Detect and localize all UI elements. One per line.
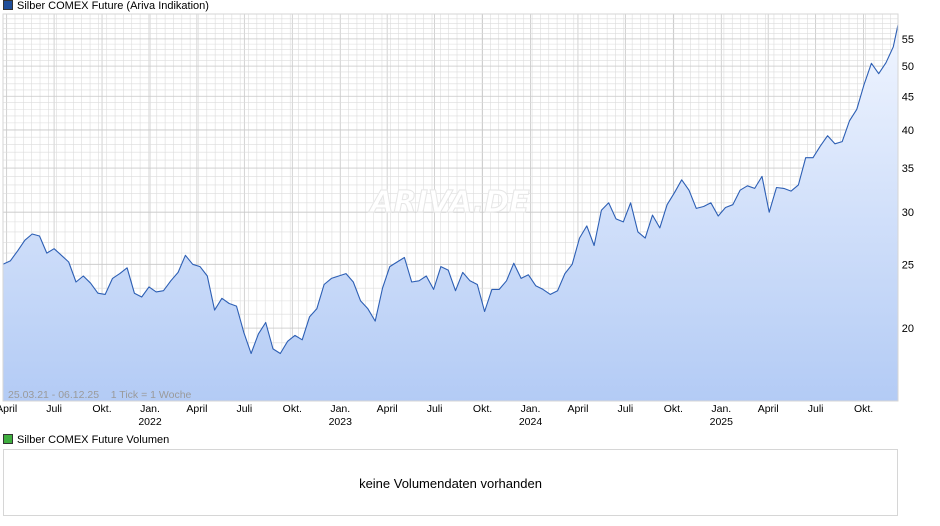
x-tick-label: Jan. — [521, 403, 541, 415]
x-tick-label: Jan. — [140, 403, 160, 415]
volume-series-legend: Silber COMEX Future Volumen — [3, 434, 169, 447]
x-tick-label: Okt. — [473, 403, 492, 415]
y-tick-label: 25 — [902, 259, 914, 271]
x-tick-year-label: 2022 — [138, 416, 162, 428]
price-area-fill — [3, 24, 898, 401]
y-tick-label: 20 — [902, 323, 914, 335]
x-tick-year-label: 2023 — [329, 416, 353, 428]
x-tick-label: Jan. — [711, 403, 731, 415]
watermark: ARIVA.DE — [368, 185, 530, 220]
x-tick-label: Okt. — [664, 403, 683, 415]
volume-panel: keine Volumendaten vorhanden — [3, 449, 898, 516]
x-tick-label: April — [567, 403, 588, 415]
y-tick-label: 50 — [902, 61, 914, 73]
no-volume-message: keine Volumendaten vorhanden — [359, 476, 542, 491]
x-tick-label: April — [186, 403, 207, 415]
price-legend-label: Silber COMEX Future (Ariva Indikation) — [17, 0, 209, 12]
x-tick-year-label: 2025 — [710, 416, 734, 428]
volume-legend-swatch — [3, 434, 13, 444]
x-tick-label: April — [377, 403, 398, 415]
x-tick-label: Juli — [46, 403, 62, 415]
x-tick-label: Juli — [808, 403, 824, 415]
x-tick-label: Jan. — [330, 403, 350, 415]
y-tick-label: 30 — [902, 207, 914, 219]
x-tick-label: Okt. — [854, 403, 873, 415]
x-tick-label: April — [758, 403, 779, 415]
x-tick-label: Okt. — [92, 403, 111, 415]
x-tick-label: Juli — [427, 403, 443, 415]
y-tick-label: 35 — [902, 163, 914, 175]
y-axis-tick-labels: 20 25 30 35 40 45 50 55 — [902, 34, 914, 335]
range-info: 25.03.21 - 06.12.25 1 Tick = 1 Woche — [8, 389, 192, 401]
y-tick-label: 40 — [902, 125, 914, 137]
plot-border — [2, 13, 899, 402]
x-tick-label: Okt. — [283, 403, 302, 415]
y-tick-label: 45 — [902, 91, 914, 103]
y-tick-label: 55 — [902, 34, 914, 46]
price-series-legend: Silber COMEX Future (Ariva Indikation) — [3, 0, 209, 13]
x-tick-label: Juli — [236, 403, 252, 415]
price-chart: ARIVA.DE 25.03.21 - 06.12.25 1 Tick = 1 … — [0, 13, 914, 428]
x-tick-label: April — [0, 403, 17, 415]
x-tick-year-label: 2024 — [519, 416, 543, 428]
volume-legend-label: Silber COMEX Future Volumen — [17, 434, 170, 446]
x-tick-label: Juli — [617, 403, 633, 415]
price-series-line — [2, 24, 899, 355]
x-axis-tick-labels: AprilJuliOkt.Jan.2022AprilJuliOkt.Jan.20… — [0, 403, 873, 428]
price-legend-swatch — [3, 0, 13, 10]
